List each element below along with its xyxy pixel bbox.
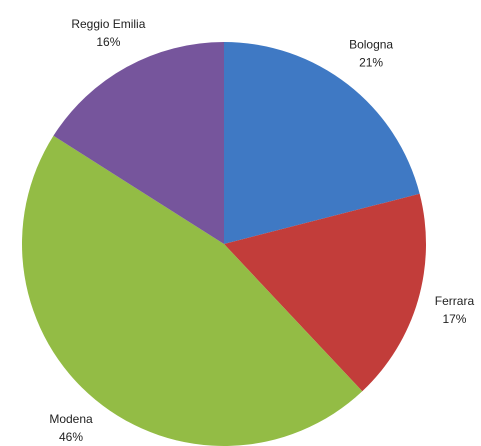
- slice-label: Bologna: [349, 38, 393, 52]
- pie-slice: [224, 193, 426, 392]
- slice-value: 16%: [96, 35, 120, 49]
- slice-label: Ferrara: [435, 294, 475, 308]
- pie-slice: [224, 42, 420, 244]
- slice-value: 17%: [442, 312, 466, 326]
- slice-value: 21%: [359, 56, 383, 70]
- pie-slice: [53, 42, 225, 244]
- pie-slice: [22, 135, 363, 446]
- slice-label: Modena: [49, 412, 93, 426]
- slice-label: Reggio Emilia: [71, 17, 145, 31]
- slice-value: 46%: [59, 430, 83, 444]
